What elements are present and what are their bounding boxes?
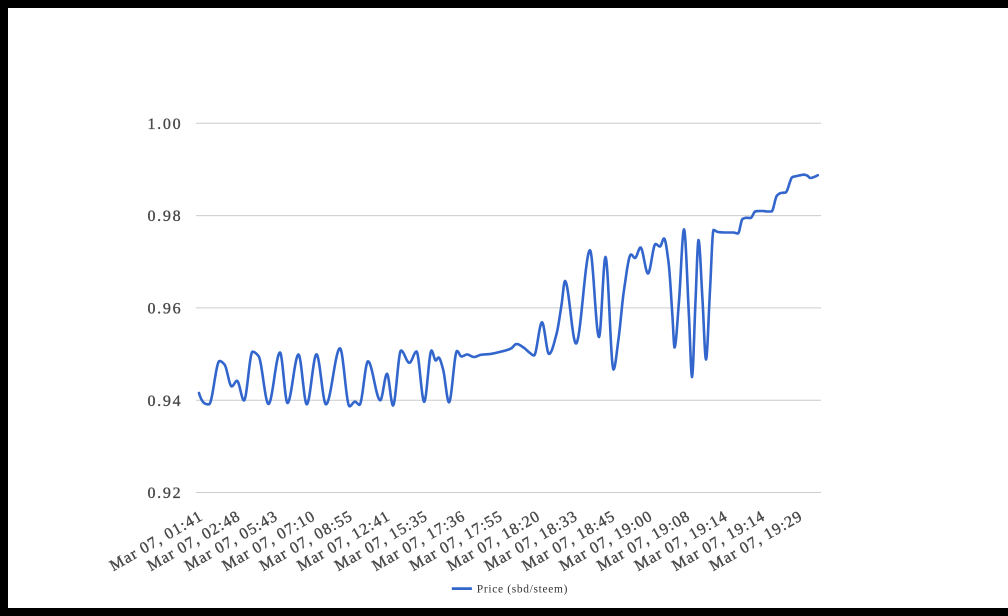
- svg-text:1.00: 1.00: [147, 116, 182, 133]
- svg-text:0.98: 0.98: [147, 208, 182, 225]
- svg-text:0.92: 0.92: [147, 485, 182, 502]
- svg-text:Price (sbd/steem): Price (sbd/steem): [477, 584, 568, 596]
- svg-text:0.94: 0.94: [147, 393, 182, 410]
- svg-text:0.96: 0.96: [147, 301, 182, 318]
